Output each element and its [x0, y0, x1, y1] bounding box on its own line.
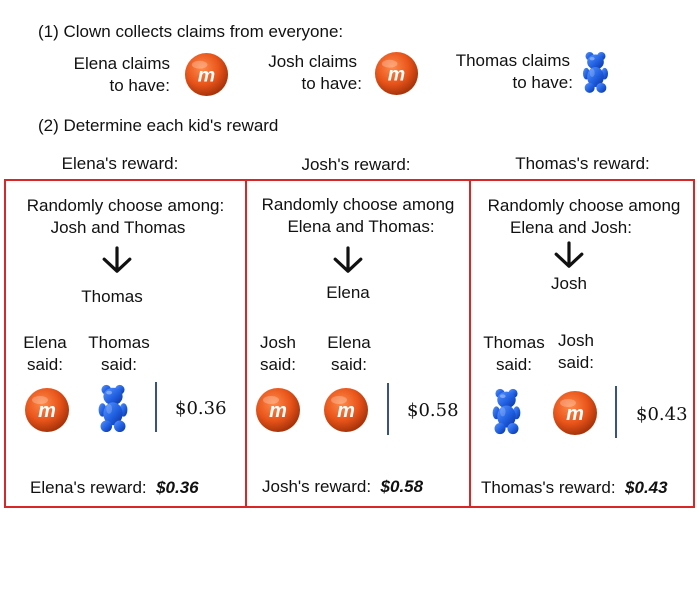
reward-line: Thomas's reward: $0.43	[481, 477, 668, 499]
divider	[615, 386, 617, 438]
reward-line: Elena's reward: $0.36	[30, 477, 199, 499]
down-arrow-icon	[101, 245, 133, 275]
choose-line2: Josh and Thomas	[50, 218, 186, 237]
candy-icon	[322, 386, 370, 434]
said-word: said:	[558, 353, 594, 372]
claim-elena-line1: Elena claims	[73, 54, 170, 73]
claim-josh-line1: Josh claims	[268, 52, 357, 71]
chosen-kid: Elena	[326, 283, 370, 302]
gummy-bear-icon	[98, 383, 128, 433]
reward-value: $0.36	[156, 478, 199, 497]
gummy-bear-icon	[492, 387, 521, 435]
reward-line: Josh's reward: $0.58	[262, 476, 423, 498]
candy-icon	[254, 386, 302, 434]
said-name: Josh	[558, 331, 594, 350]
reward-value: $0.43	[625, 478, 668, 497]
reward-label: Elena's reward:	[30, 478, 147, 497]
said-word: said:	[260, 355, 296, 374]
candy-icon	[183, 51, 230, 98]
reward-label: Thomas's reward:	[481, 478, 616, 497]
claim-elena-line2: to have:	[109, 76, 171, 95]
said-word: said:	[101, 355, 137, 374]
price: $0.36	[175, 398, 227, 419]
choose-line2: Elena and Josh:	[510, 218, 632, 237]
reward-label: Josh's reward:	[262, 477, 372, 496]
chosen-kid: Josh	[551, 274, 587, 293]
said-name: Elena	[327, 333, 371, 352]
said-word: said:	[331, 355, 367, 374]
down-arrow-icon	[332, 245, 364, 275]
panel-title-josh: Josh's reward:	[301, 155, 411, 174]
candy-icon	[551, 389, 599, 437]
price: $0.43	[636, 404, 688, 425]
said-word: said:	[27, 355, 63, 374]
said-name: Elena	[23, 333, 67, 352]
candy-icon	[23, 386, 71, 434]
panel-title-elena: Elena's reward:	[61, 154, 179, 173]
choose-line2: Elena and Thomas:	[287, 217, 435, 236]
said-name: Josh	[260, 333, 296, 352]
choose-line1: Randomly choose among:	[26, 196, 225, 215]
down-arrow-icon	[553, 241, 585, 269]
panel-title-thomas: Thomas's reward:	[515, 154, 650, 173]
claim-thomas-line2: to have:	[512, 73, 574, 92]
divider	[387, 383, 389, 435]
gummy-bear-icon	[583, 50, 608, 94]
said-name: Thomas	[88, 333, 150, 352]
step2-heading: (2) Determine each kid's reward	[38, 116, 279, 135]
divider	[155, 382, 157, 432]
choose-line1: Randomly choose among	[487, 196, 681, 215]
chosen-kid: Thomas	[81, 287, 143, 306]
price: $0.58	[407, 400, 459, 421]
said-word: said:	[496, 355, 532, 374]
said-name: Thomas	[483, 333, 545, 352]
reward-value: $0.58	[380, 477, 424, 496]
step1-heading: (1) Clown collects claims from everyone:	[38, 22, 344, 41]
panel-thomas	[469, 179, 695, 508]
claim-josh-line2: to have:	[301, 74, 363, 93]
candy-icon	[373, 50, 420, 97]
claim-thomas-line1: Thomas claims	[455, 51, 570, 70]
choose-line1: Randomly choose among	[261, 195, 455, 214]
